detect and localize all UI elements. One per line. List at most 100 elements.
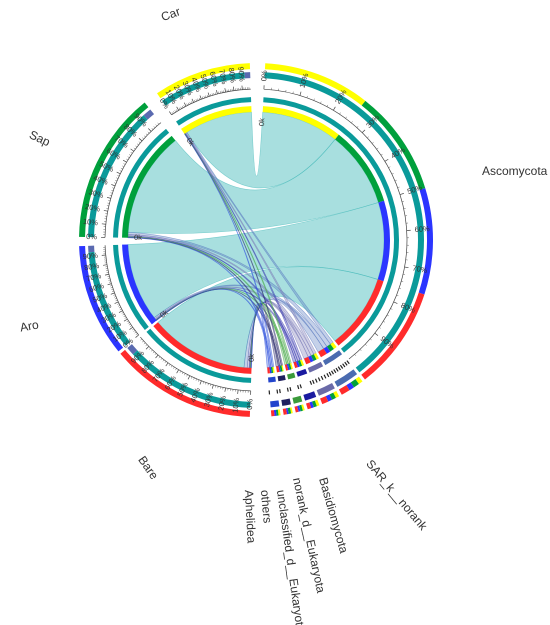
tick-label-aro-7: 70% xyxy=(85,271,102,283)
ribbon-aro-norank_d__eukaryota xyxy=(155,287,299,362)
tick-label-sap-1: 10% xyxy=(83,217,99,228)
taxon-outer-unclassified_d__eukaryota-bare xyxy=(294,405,299,413)
tick-bare-5 xyxy=(187,375,191,380)
tick-label-aro-8: 80% xyxy=(84,261,101,272)
tick-sap-4 xyxy=(111,184,116,187)
sample-label-aro: Aro xyxy=(19,317,40,334)
inner-arc-bare xyxy=(153,322,252,374)
tick-label-ascomycota-0: 0% xyxy=(259,70,269,82)
taxon-outer-others-aro xyxy=(285,408,289,415)
ribbon-car-aphelidea xyxy=(184,133,275,368)
taxon-tick-basidiomycota-1 xyxy=(323,374,327,379)
taxon-inner-basidiomycota-car xyxy=(313,353,319,360)
taxon-outer-aphelidea-sap xyxy=(275,409,279,416)
taxon-tick-norank_d__eukaryota-1 xyxy=(299,384,302,389)
outer-teal-arc-sap xyxy=(88,115,148,238)
taxon-inner-norank_d__eukaryota-aro xyxy=(295,360,300,368)
taxon-outer-unclassified_d__eukaryota-sap xyxy=(299,404,303,412)
taxon-inner-aphelidea-car xyxy=(272,366,275,373)
taxon-inner-norank_d__eukaryota-sap xyxy=(297,360,303,367)
ribbon-aro-sar_k__norank xyxy=(153,284,328,350)
taxon-outer-aphelidea-car xyxy=(277,409,281,416)
inner-arc-car xyxy=(181,106,252,134)
taxon-inner-ascomycota-aro xyxy=(377,200,390,282)
taxon-label-basidiomycota: Basidiomycota xyxy=(316,476,351,555)
taxon-label-aphelidea: Aphelidea xyxy=(242,490,259,544)
tick-car-8 xyxy=(233,86,235,91)
inner-teal-arc-sap xyxy=(113,128,170,238)
taxon-outer-ascomycota-aro xyxy=(418,188,433,295)
taxon-inner-ascomycota-bare xyxy=(334,279,384,346)
tick-label-aro-6: 60% xyxy=(88,281,105,294)
tick-label-ascomycota-6: 60% xyxy=(414,224,430,234)
tick-ascomycota-8 xyxy=(393,301,398,304)
tick-ascomycota-3 xyxy=(361,129,366,133)
tick-label-sap-3: 30% xyxy=(88,187,105,200)
inner-teal-arc-bare xyxy=(146,328,252,383)
ribbon-car-sar_k__norank xyxy=(185,131,334,345)
taxon-tick-norank_d__eukaryota-0 xyxy=(309,380,313,385)
tick-label-car-7: 70% xyxy=(217,69,229,86)
tick-aro-2 xyxy=(123,318,128,322)
outer-teal-arc-aro xyxy=(88,251,131,346)
ribbon-bare-ascomycota xyxy=(157,266,379,368)
taxon-inner-aphelidea-bare xyxy=(267,367,271,374)
sample-label-sap: Sap xyxy=(27,128,53,150)
taxon-outer-basidiomycota-sap xyxy=(329,392,336,400)
taxon-outer-others-sap xyxy=(287,407,292,414)
ribbon-car-unclassified_d__eukaryota xyxy=(184,133,292,364)
tick-aro-0 xyxy=(135,334,139,338)
taxon-tick-sar_k__norank-5 xyxy=(335,367,339,372)
tick-car-7 xyxy=(224,88,226,93)
tick-bare-8 xyxy=(155,354,159,359)
taxon-outer-ring-norank_d__eukaryota xyxy=(303,391,317,401)
tick-car-2 xyxy=(183,102,187,107)
taxon-outer-ring-others xyxy=(281,398,291,406)
taxon-label-ascomycota: Ascomycota xyxy=(482,164,548,178)
inner-arc-sap xyxy=(122,135,176,238)
tick-aro-6 xyxy=(107,283,112,286)
arc-layer xyxy=(79,63,433,417)
outer-other-arc-aro xyxy=(88,245,95,253)
tick-label-bare-2: 20% xyxy=(216,394,228,411)
taxon-inner-basidiomycota-aro xyxy=(308,355,314,363)
taxon-tick-basidiomycota-3 xyxy=(317,377,321,382)
tick-label-ascomycota-7: 70% xyxy=(412,263,429,275)
taxon-outer-sar_k__norank-car xyxy=(355,376,363,385)
tick-label-car-6: 60% xyxy=(208,70,221,87)
tick-label-ascomycota-1: 10% xyxy=(297,72,310,89)
tick-aro-8 xyxy=(103,264,108,266)
taxon-inner-unclassified_d__eukaryota-aro xyxy=(286,363,290,371)
tick-car-3 xyxy=(191,98,194,103)
taxon-teal-aphelidea xyxy=(268,376,276,383)
taxon-teal-unclassified_d__eukaryota xyxy=(287,372,296,380)
sample-label-car: Car xyxy=(159,4,182,24)
zero-k-label-sap: 0k xyxy=(134,233,142,242)
tick-baseline-aro xyxy=(104,245,139,336)
taxon-inner-aphelidea-sap xyxy=(270,366,274,374)
taxon-tick-basidiomycota-4 xyxy=(314,378,318,383)
taxon-tick-sar_k__norank-3 xyxy=(339,364,344,369)
taxon-inner-sar_k__norank-sap xyxy=(326,344,334,352)
taxon-inner-ascomycota-sap xyxy=(335,134,385,203)
tick-car-1 xyxy=(176,106,179,111)
outer-other-arc-car xyxy=(244,72,251,79)
tick-car-5 xyxy=(207,92,210,97)
tick-car-0 xyxy=(169,111,172,116)
tick-label-bare-1: 10% xyxy=(230,397,241,413)
tick-bare-4 xyxy=(199,380,202,385)
taxon-outer-basidiomycota-car xyxy=(333,390,340,398)
outer-color-arc-aro xyxy=(79,245,124,352)
taxon-inner-aphelidea-aro xyxy=(269,367,272,374)
taxon-outer-ascomycota-car xyxy=(264,63,366,106)
taxon-tick-others-0 xyxy=(286,387,289,392)
taxon-outer-ring-aphelidea xyxy=(270,400,280,408)
tick-aro-5 xyxy=(110,292,115,295)
ribbon-aro-ascomycota xyxy=(127,202,385,319)
tick-ascomycota-7 xyxy=(404,266,409,269)
taxon-outer-ring-unclassified_d__eukaryota xyxy=(292,395,303,404)
taxon-inner-sar_k__norank-car xyxy=(330,342,337,350)
taxon-outer-aphelidea-aro xyxy=(273,409,277,417)
zero-k-label-ascomycota: 0k xyxy=(257,118,266,127)
